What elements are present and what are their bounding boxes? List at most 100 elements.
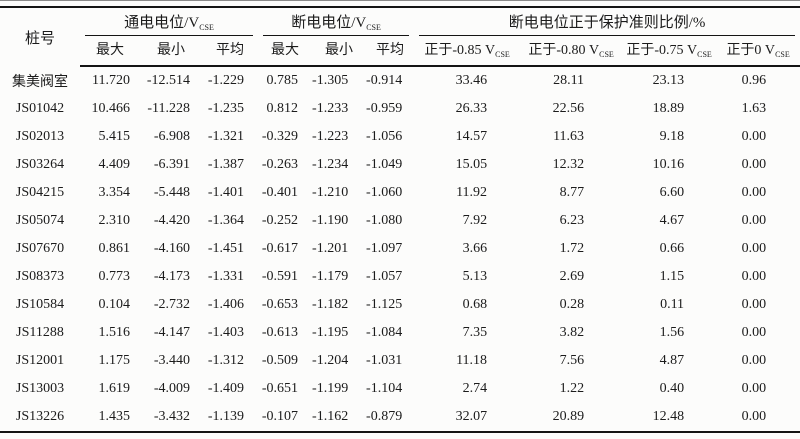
col-header-on-avg: 平均	[202, 36, 259, 67]
value-cell: -1.210	[312, 185, 349, 200]
value-cell: 23.13	[652, 73, 685, 88]
value-cell: 0.68	[462, 297, 488, 312]
value-cell: 0.00	[741, 325, 767, 340]
page-top-rule	[0, 0, 800, 1]
value-cell: 1.63	[741, 101, 767, 116]
value-cell: -0.959	[366, 101, 403, 116]
table-row: JS08373 0.773 -4.173 -1.331 -0.591 -1.179 -1.0…	[0, 263, 800, 291]
value-cell: -1.104	[366, 381, 403, 396]
value-cell: -6.391	[153, 157, 190, 172]
value-cell: 2.310	[98, 213, 131, 228]
table-row: JS12001 1.175 -3.440 -1.312 -0.509 -1.204 -1.0…	[0, 347, 800, 375]
value-cell: -3.432	[140, 403, 202, 433]
pile-id-cell: JS05074	[15, 213, 65, 228]
table-row: JS04215 3.354 -5.448 -1.401 -0.401 -1.210 -1.0…	[0, 179, 800, 207]
on-potential-group-header: 通电电位/VCSE	[80, 6, 259, 36]
value-cell: -1.406	[207, 297, 245, 312]
pile-id-cell: JS01042	[15, 101, 65, 116]
value-cell: -1.235	[207, 101, 245, 116]
value-cell: -4.160	[153, 241, 190, 256]
value-cell: 0.66	[659, 241, 685, 256]
pile-id-cell: JS12001	[15, 353, 65, 368]
off-potential-group-label: 断电电位/V	[291, 15, 367, 31]
value-cell: 5.13	[462, 269, 488, 284]
value-cell: 11.720	[92, 73, 130, 88]
value-cell: 8.77	[559, 185, 585, 200]
value-cell: 0.00	[741, 213, 767, 228]
table-body: 集美阀室 11.720 -12.514 -1.229 0.785 -1.305 -0.914…	[0, 66, 800, 433]
value-cell: 1.56	[659, 325, 685, 340]
value-cell: -1.233	[312, 101, 349, 116]
cse-subscript: CSE	[697, 50, 712, 59]
pile-id-cell: JS03264	[15, 157, 65, 172]
value-cell: 0.00	[741, 129, 767, 144]
value-cell: 3.354	[98, 185, 131, 200]
value-cell: 0.861	[98, 241, 131, 256]
value-cell: 15.05	[455, 157, 488, 172]
value-cell: 7.35	[462, 325, 488, 340]
value-cell: -1.312	[207, 353, 245, 368]
off-potential-group-underline: 断电电位/VCSE	[263, 8, 410, 36]
col-header-off-avg: 平均	[366, 36, 415, 67]
value-cell: 0.812	[266, 101, 299, 116]
value-cell: -1.331	[207, 269, 245, 284]
value-cell: 6.23	[559, 213, 585, 228]
value-cell: 0.104	[98, 297, 131, 312]
pile-id-cell: JS02013	[15, 129, 65, 144]
value-cell: -3.440	[153, 353, 190, 368]
value-cell: -1.057	[366, 269, 403, 284]
value-cell: -4.147	[153, 325, 190, 340]
pile-id-cell: JS13226	[0, 403, 80, 433]
table-row: JS13226 1.435 -3.432 -1.139 -0.107 -1.162 -0.8…	[0, 403, 800, 433]
value-cell: -1.179	[312, 269, 349, 284]
pile-id-cell: JS11288	[16, 325, 64, 340]
value-cell: -1.060	[366, 185, 403, 200]
value-cell: -1.201	[312, 241, 349, 256]
table-row: JS13003 1.619 -4.009 -1.409 -0.651 -1.199 -1.1…	[0, 375, 800, 403]
value-cell: 0.00	[741, 381, 767, 396]
table-row: JS07670 0.861 -4.160 -1.451 -0.617 -1.201 -1.0…	[0, 235, 800, 263]
value-cell: -0.509	[261, 353, 299, 368]
value-cell: 6.60	[659, 185, 685, 200]
cse-subscript: CSE	[495, 50, 510, 59]
pile-number-column-header: 桩号	[0, 6, 80, 66]
value-cell: -1.097	[366, 241, 403, 256]
value-cell: 4.87	[659, 353, 685, 368]
value-cell: 0.00	[741, 269, 767, 284]
value-cell: -0.613	[261, 325, 299, 340]
on-potential-group-underline: 通电电位/VCSE	[85, 8, 254, 36]
col-header-ratio-075: 正于-0.75 VCSE	[622, 36, 717, 67]
value-cell: 4.67	[659, 213, 685, 228]
value-cell: 1.72	[559, 241, 585, 256]
value-cell: 0.11	[660, 297, 685, 312]
value-cell: -1.401	[207, 185, 245, 200]
col-header-on-max: 最大	[80, 36, 140, 67]
value-cell: 4.409	[98, 157, 131, 172]
table-row: JS01042 10.466 -11.228 -1.235 0.812 -1.233 -0.…	[0, 95, 800, 123]
value-cell: 0.773	[98, 269, 131, 284]
value-cell: -0.591	[261, 269, 299, 284]
value-cell: -1.162	[312, 403, 367, 433]
pile-id-cell: 集美阀室	[12, 74, 68, 90]
value-cell: -1.056	[366, 129, 403, 144]
value-cell: 3.82	[559, 325, 585, 340]
pile-id-cell: JS13003	[15, 381, 65, 396]
value-cell: 11.92	[456, 185, 488, 200]
value-cell: 14.57	[455, 129, 488, 144]
value-cell: -1.409	[207, 381, 245, 396]
value-cell: -1.403	[207, 325, 245, 340]
value-cell: -0.107	[258, 403, 313, 433]
value-cell: -0.914	[366, 73, 403, 88]
table-header: 桩号 通电电位/VCSE 断电电位/VCSE 断电电位正于保护准则比例/%	[0, 6, 800, 67]
value-cell: 0.00	[741, 241, 767, 256]
value-cell: 12.32	[552, 157, 585, 172]
value-cell: 18.89	[652, 101, 685, 116]
value-cell: -1.321	[207, 129, 245, 144]
value-cell: -1.199	[312, 381, 349, 396]
value-cell: -0.651	[261, 381, 299, 396]
off-potential-group-header: 断电电位/VCSE	[258, 6, 415, 36]
value-cell: 0.28	[559, 297, 585, 312]
value-cell: -1.049	[366, 157, 403, 172]
col-header-off-max: 最大	[258, 36, 313, 67]
value-cell: -1.084	[366, 325, 403, 340]
